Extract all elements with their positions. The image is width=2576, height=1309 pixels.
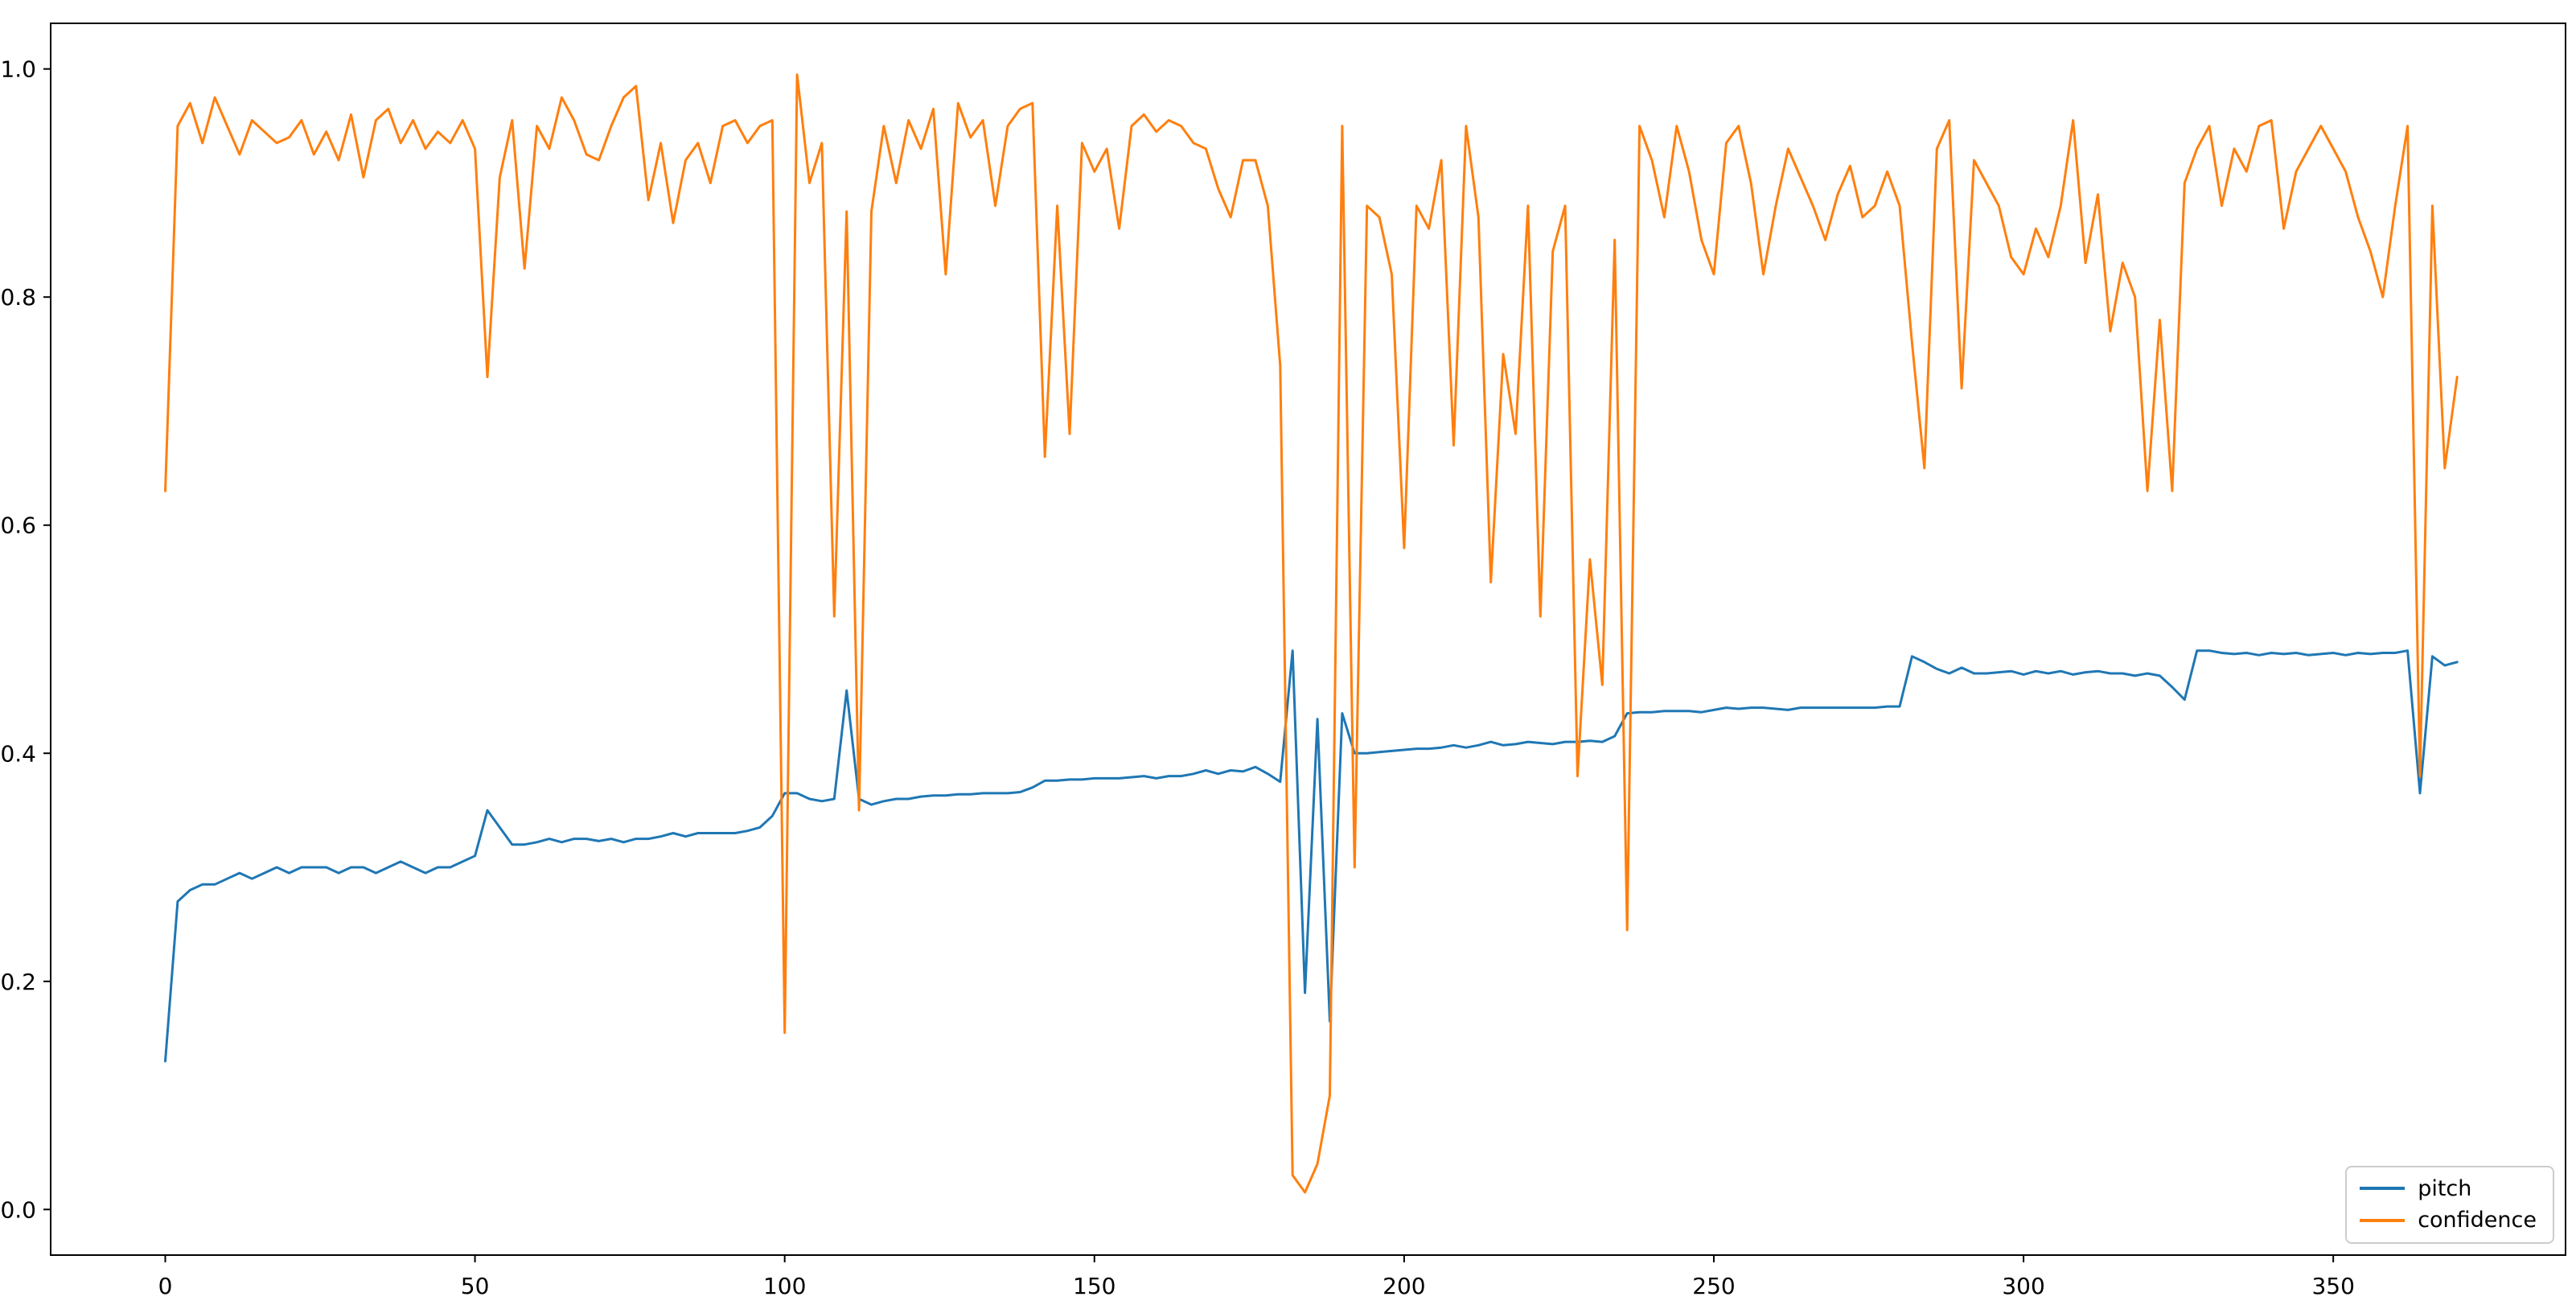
legend-label-pitch: pitch: [2418, 1175, 2472, 1201]
confidence-line-swatch: [2360, 1219, 2405, 1223]
x-tick-label: 50: [461, 1273, 490, 1299]
x-tick-label: 100: [763, 1273, 806, 1299]
y-tick-label: 0.6: [0, 512, 36, 539]
y-tick-label: 0.0: [0, 1196, 36, 1223]
pitch-line: [164, 649, 2459, 1063]
x-tick-label: 150: [1073, 1273, 1115, 1299]
plot-frame: [50, 23, 2566, 1256]
pitch-line-swatch: [2360, 1187, 2405, 1191]
x-tick-label: 350: [2311, 1273, 2354, 1299]
y-tick-label: 0.8: [0, 284, 36, 311]
x-tick-label: 250: [1692, 1273, 1735, 1299]
legend-entry-pitch: pitch: [2360, 1175, 2537, 1201]
legend: pitch confidence: [2345, 1165, 2554, 1244]
confidence-line: [164, 73, 2459, 1194]
x-tick-label: 0: [158, 1273, 173, 1299]
y-tick-label: 0.4: [0, 740, 36, 767]
y-tick-label: 1.0: [0, 56, 36, 83]
x-tick-label: 300: [2002, 1273, 2044, 1299]
legend-label-confidence: confidence: [2418, 1208, 2537, 1233]
legend-entry-confidence: confidence: [2360, 1208, 2537, 1233]
x-tick-label: 200: [1382, 1273, 1425, 1299]
y-tick-label: 0.2: [0, 969, 36, 995]
